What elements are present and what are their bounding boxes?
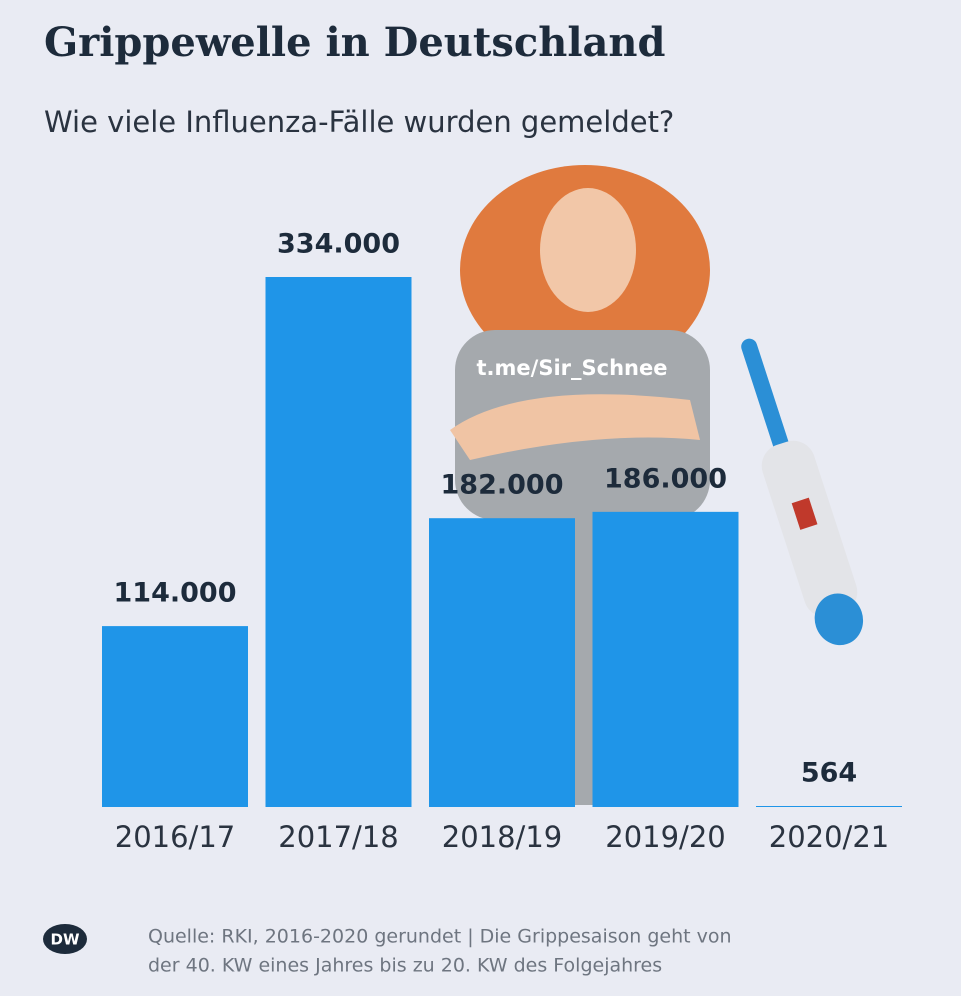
illustration-woman [450,165,710,805]
bar [429,518,575,807]
value-label: 182.000 [441,470,564,501]
bar [756,806,902,807]
bar [592,511,739,807]
value-label: 334.000 [277,229,400,260]
watermark: t.me/Sir_Schnee [477,356,668,380]
chart-title: Grippewelle in Deutschland [44,19,666,66]
x-tick-label: 2020/21 [769,820,889,854]
bar [265,277,412,807]
x-tick-label: 2018/19 [442,820,562,854]
source-note: Quelle: RKI, 2016-2020 gerundet | Die Gr… [148,926,732,948]
logo: DW [51,931,80,949]
x-tick-label: 2016/17 [115,820,235,854]
value-label: 186.000 [604,463,727,494]
value-label: 564 [801,758,857,789]
bar [102,626,248,807]
illustration-thermometer [741,338,864,646]
value-label: 114.000 [114,578,237,609]
x-tick-label: 2017/18 [278,820,398,854]
x-tick-label: 2019/20 [605,820,725,854]
source-note: der 40. KW eines Jahres bis zu 20. KW de… [148,955,662,977]
logo-badge [43,924,87,954]
chart-subtitle: Wie viele Influenza-Fälle wurden gemelde… [44,105,674,139]
